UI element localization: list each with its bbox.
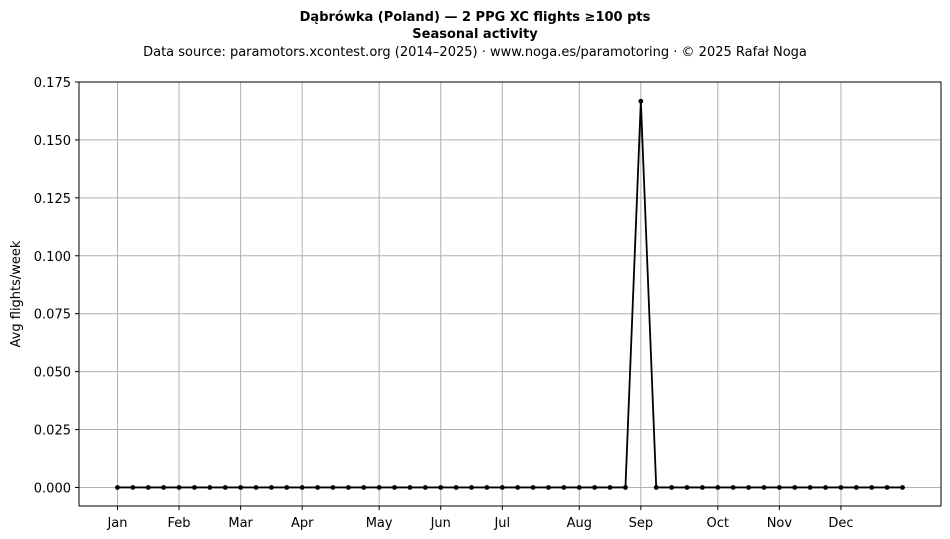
data-point <box>176 485 182 490</box>
x-tick-label: Aug <box>567 516 592 531</box>
x-tick-label: Feb <box>168 516 191 531</box>
data-point <box>607 485 613 490</box>
data-point <box>161 485 167 490</box>
data-point <box>792 485 798 490</box>
data-point <box>192 485 197 490</box>
data-point <box>345 485 351 490</box>
x-tick-label: Jun <box>430 516 451 531</box>
data-point <box>530 485 536 490</box>
x-tick-label: Mar <box>228 516 253 531</box>
data-point <box>638 98 644 104</box>
data-point <box>515 485 521 490</box>
data-point <box>669 485 675 490</box>
data-point <box>299 485 305 490</box>
y-tick-label: 0.150 <box>34 134 71 149</box>
y-axis: 0.000 0.025 0.050 0.075 0.100 0.125 0.150 0.175 <box>34 76 79 496</box>
data-point <box>130 485 136 490</box>
data-point <box>853 485 859 490</box>
data-point <box>715 485 721 490</box>
data-point <box>407 485 413 490</box>
data-point <box>469 485 474 490</box>
data-point <box>807 485 813 490</box>
data-point <box>900 485 905 490</box>
data-point <box>422 485 428 490</box>
data-point <box>115 485 120 490</box>
data-point <box>238 485 244 490</box>
data-point <box>269 485 274 490</box>
x-tick-label: Oct <box>707 516 729 531</box>
data-point <box>561 485 567 490</box>
x-tick-label: May <box>366 516 393 531</box>
data-point <box>361 485 367 490</box>
data-point <box>484 485 490 490</box>
data-point <box>376 485 382 490</box>
x-tick-label: Dec <box>828 516 853 531</box>
data-point <box>700 485 705 490</box>
data-point <box>284 485 290 490</box>
data-point <box>576 485 582 490</box>
grid <box>79 81 941 506</box>
data-point <box>684 485 690 490</box>
data-point <box>207 485 213 490</box>
data-point <box>761 485 767 490</box>
data-point <box>823 485 828 490</box>
chart-subtitle: Data source: paramotors.xcontest.org (20… <box>143 45 807 60</box>
data-point <box>653 485 659 490</box>
series-line <box>117 100 903 489</box>
data-point <box>330 485 336 490</box>
data-point <box>838 485 844 490</box>
y-tick-label: 0.075 <box>34 308 71 323</box>
data-point <box>869 485 875 490</box>
data-point <box>253 485 259 490</box>
y-axis-label: Avg flights/week <box>9 240 24 347</box>
chart-title: Dąbrówka (Poland) — 2 PPG XC flights ≥10… <box>300 10 651 25</box>
plot-frame <box>78 81 942 507</box>
data-point <box>222 485 228 490</box>
y-tick-label: 0.100 <box>34 250 71 265</box>
data-point <box>546 485 551 490</box>
chart-title-line2: Seasonal activity <box>412 27 538 42</box>
y-tick-label: 0.000 <box>34 481 71 496</box>
data-point <box>776 485 782 490</box>
data-point <box>746 485 751 490</box>
y-tick-label: 0.025 <box>34 424 71 439</box>
data-point <box>145 485 151 490</box>
data-point <box>730 485 736 490</box>
x-tick-label: Jul <box>493 516 510 531</box>
y-tick-label: 0.125 <box>34 192 71 207</box>
data-point <box>392 485 397 490</box>
x-tick-label: Apr <box>291 516 314 531</box>
x-tick-label: Nov <box>767 516 793 531</box>
data-point <box>453 485 459 490</box>
data-point <box>499 485 505 490</box>
data-point <box>438 485 444 490</box>
data-point <box>592 485 598 490</box>
y-tick-label: 0.175 <box>34 76 71 91</box>
series-layer <box>115 98 905 490</box>
x-tick-label: Sep <box>629 516 654 531</box>
data-point <box>315 485 320 490</box>
data-point <box>623 485 628 490</box>
y-tick-label: 0.050 <box>34 366 71 381</box>
data-point <box>884 485 890 490</box>
x-tick-label: Jan <box>106 516 127 531</box>
x-axis: Jan Feb Mar Apr May Jun Jul Aug Sep Oct Nov Dec <box>106 506 854 531</box>
